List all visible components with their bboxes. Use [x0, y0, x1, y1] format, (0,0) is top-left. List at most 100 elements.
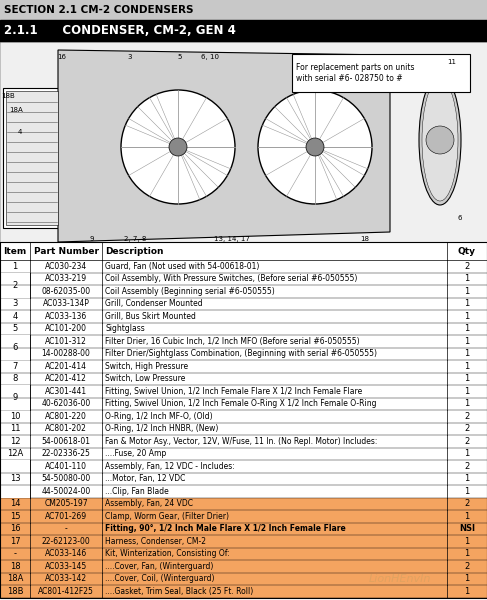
Text: 2: 2	[465, 562, 469, 571]
Text: ...Motor, Fan, 12 VDC: ...Motor, Fan, 12 VDC	[105, 474, 186, 483]
Text: AC801-202: AC801-202	[45, 424, 87, 433]
Ellipse shape	[419, 75, 461, 205]
Bar	[0, 497, 487, 510]
Bar	[0, 335, 30, 360]
Text: 1: 1	[465, 274, 469, 283]
Circle shape	[121, 90, 235, 204]
Bar	[0, 0, 487, 20]
Bar	[0, 535, 487, 547]
Text: AC801-220: AC801-220	[45, 412, 87, 421]
Bar	[0, 523, 487, 535]
Text: AC033-145: AC033-145	[45, 562, 87, 571]
Text: Fan & Motor Asy., Vector, 12V, W/Fuse, 11 In. (No Repl. Motor) Includes:: Fan & Motor Asy., Vector, 12V, W/Fuse, 1…	[105, 437, 377, 446]
Text: Filter Drier, 16 Cubic Inch, 1/2 Inch MFO (Before serial #6-050555): Filter Drier, 16 Cubic Inch, 1/2 Inch MF…	[105, 337, 359, 346]
Text: For replacement parts on units: For replacement parts on units	[296, 63, 414, 72]
Text: 9: 9	[90, 236, 94, 242]
Text: 2: 2	[465, 412, 469, 421]
Text: Kit, Winterization, Consisting Of:: Kit, Winterization, Consisting Of:	[105, 549, 230, 558]
Bar	[0, 572, 487, 585]
Text: 1: 1	[465, 549, 469, 558]
Text: 1: 1	[465, 399, 469, 408]
Text: 13: 13	[10, 474, 20, 483]
Text: 9: 9	[12, 393, 18, 402]
Bar	[0, 323, 487, 335]
Text: 22-62123-00: 22-62123-00	[41, 537, 91, 546]
Text: AC301-441: AC301-441	[45, 387, 87, 396]
Text: Filter Drier/Sightglass Combination, (Beginning with serial #6-050555): Filter Drier/Sightglass Combination, (Be…	[105, 349, 377, 358]
Bar	[0, 448, 487, 460]
Text: 2, 7, 8: 2, 7, 8	[124, 236, 146, 242]
Bar	[0, 360, 487, 373]
Bar	[0, 460, 30, 497]
Bar	[0, 397, 487, 410]
Text: 18B: 18B	[1, 93, 15, 99]
Text: 2: 2	[465, 462, 469, 471]
Circle shape	[306, 138, 324, 156]
Text: LionHEnvIn: LionHEnvIn	[369, 575, 431, 584]
Bar	[0, 460, 487, 473]
Text: 2: 2	[465, 424, 469, 433]
Text: Fitting, Swivel Union, 1/2 Inch Female Flare X 1/2 Inch Female Flare: Fitting, Swivel Union, 1/2 Inch Female F…	[105, 387, 362, 396]
Text: 1: 1	[465, 349, 469, 358]
Bar	[292, 54, 470, 92]
Text: Assembly, Fan, 24 VDC: Assembly, Fan, 24 VDC	[105, 499, 193, 508]
Text: 1: 1	[12, 262, 18, 271]
Bar	[0, 242, 487, 598]
Text: 2: 2	[465, 437, 469, 446]
Text: 2: 2	[465, 262, 469, 271]
Text: O-Ring, 1/2 Inch MF-O, (Old): O-Ring, 1/2 Inch MF-O, (Old)	[105, 412, 213, 421]
Text: 5: 5	[178, 54, 182, 60]
Text: 4: 4	[12, 312, 18, 321]
Text: 12: 12	[10, 437, 20, 446]
Text: Switch, Low Pressure: Switch, Low Pressure	[105, 374, 186, 383]
Text: 2.1.1      CONDENSER, CM-2, GEN 4: 2.1.1 CONDENSER, CM-2, GEN 4	[4, 25, 236, 37]
Bar	[0, 260, 487, 272]
Text: 3: 3	[128, 54, 132, 60]
Text: CM205-197: CM205-197	[44, 499, 88, 508]
Text: AC201-412: AC201-412	[45, 374, 87, 383]
Bar	[0, 285, 487, 298]
Ellipse shape	[422, 79, 458, 201]
Bar	[6, 91, 58, 225]
Text: 44-50024-00: 44-50024-00	[41, 487, 91, 496]
Text: 14: 14	[10, 499, 20, 508]
Text: 6: 6	[12, 343, 18, 352]
Bar	[0, 547, 487, 560]
Text: 22-02336-25: 22-02336-25	[41, 449, 91, 458]
Text: 18: 18	[10, 562, 20, 571]
Bar	[0, 335, 487, 347]
Text: Switch, High Pressure: Switch, High Pressure	[105, 362, 188, 371]
Text: 13, 14, 17: 13, 14, 17	[214, 236, 250, 242]
Text: 2: 2	[465, 499, 469, 508]
Text: Part Number: Part Number	[34, 247, 98, 256]
Text: Fitting, Swivel Union, 1/2 Inch Female O-Ring X 1/2 Inch Female O-Ring: Fitting, Swivel Union, 1/2 Inch Female O…	[105, 399, 376, 408]
Bar	[0, 310, 487, 323]
Text: ....Cover, Fan, (Winterguard): ....Cover, Fan, (Winterguard)	[105, 562, 213, 571]
Text: 1: 1	[465, 487, 469, 496]
Bar	[0, 242, 487, 260]
Text: Item: Item	[3, 247, 27, 256]
Bar	[0, 20, 487, 42]
Text: Grill, Bus Skirt Mounted: Grill, Bus Skirt Mounted	[105, 312, 196, 321]
Text: 54-00618-01: 54-00618-01	[41, 437, 91, 446]
Bar	[0, 42, 487, 242]
Bar	[0, 560, 487, 572]
Text: ...Clip, Fan Blade: ...Clip, Fan Blade	[105, 487, 169, 496]
Bar	[0, 373, 487, 385]
Text: Harness, Condenser, CM-2: Harness, Condenser, CM-2	[105, 537, 206, 546]
Circle shape	[258, 90, 372, 204]
Circle shape	[426, 126, 454, 154]
Text: 5: 5	[12, 324, 18, 333]
Text: AC801-412F25: AC801-412F25	[38, 587, 94, 596]
Text: SECTION 2.1 CM-2 CONDENSERS: SECTION 2.1 CM-2 CONDENSERS	[4, 5, 193, 15]
Text: 11: 11	[448, 59, 456, 65]
Text: 18A: 18A	[9, 107, 23, 113]
Bar	[0, 410, 487, 422]
Text: 1: 1	[465, 474, 469, 483]
Bar	[3, 88, 61, 228]
Text: 18B: 18B	[7, 587, 23, 596]
Text: 1: 1	[465, 574, 469, 583]
Text: Coil Assembly, With Pressure Switches, (Before serial #6-050555): Coil Assembly, With Pressure Switches, (…	[105, 274, 357, 283]
Bar	[0, 385, 487, 397]
Text: Assembly, Fan, 12 VDC - Includes:: Assembly, Fan, 12 VDC - Includes:	[105, 462, 235, 471]
